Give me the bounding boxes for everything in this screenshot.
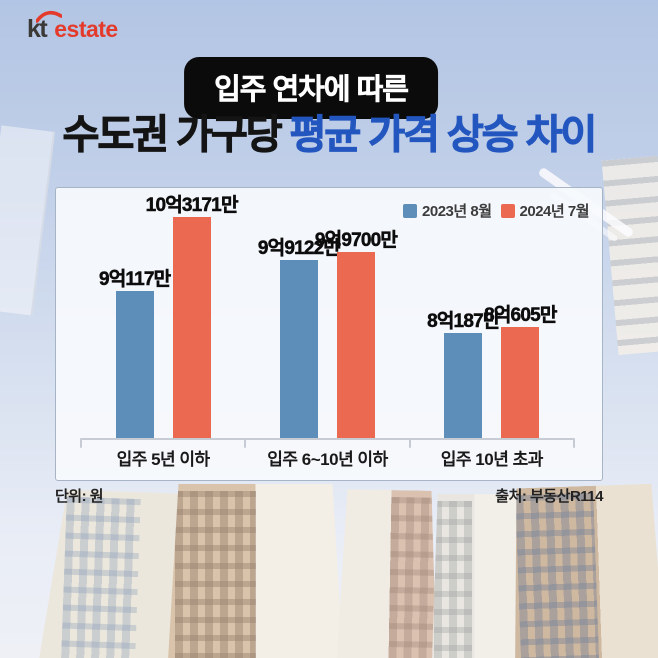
title-blue-part: 평균 가격 상승 차이: [289, 113, 598, 158]
legend-label: 2023년 8월: [422, 203, 492, 220]
apartment-building: [168, 484, 343, 658]
bar-value-label: 8억605만: [484, 305, 558, 327]
legend-color-swatch: [500, 203, 515, 218]
subtitle-badge: 입주 연차에 따른: [184, 57, 438, 119]
building-windows: [61, 496, 141, 658]
building-windows: [389, 497, 436, 658]
bar-series0-cat0: [115, 291, 154, 438]
legend-item-1: 2024년 7월: [500, 200, 590, 221]
building-windows: [515, 493, 599, 658]
legend-item-0: 2023년 8월: [403, 200, 492, 221]
bar-series1-cat1: [337, 252, 375, 438]
legend-label: 2024년 7월: [519, 203, 590, 220]
chart-panel: 2023년 8월 2024년 7월 9억117만 10억3171만 9억9122만 9억…: [55, 187, 603, 481]
apartment-building: [509, 483, 658, 658]
bar-series1-cat2: [501, 327, 540, 438]
source-note: 출처: 부동산R114: [495, 488, 603, 505]
bar-value-label: 9억9122만: [257, 238, 342, 260]
estate-logo-text: estate: [54, 16, 118, 42]
legend-color-swatch: [403, 203, 418, 218]
bar-value-label: 8억187만: [427, 311, 501, 333]
building-edge-right-decor: [601, 155, 658, 356]
chart-legend: 2023년 8월 2024년 7월: [403, 200, 590, 221]
building-windows: [175, 491, 256, 658]
bar-value-label: 9억9700만: [314, 230, 399, 252]
bar-series0-cat1: [280, 260, 318, 438]
bar-value-label: 9억117만: [98, 269, 172, 291]
kt-logo-text: kt: [27, 10, 62, 44]
axis-tick: [408, 438, 411, 448]
apartment-building: [337, 489, 440, 658]
apartment-building: [432, 494, 527, 658]
axis-tick: [80, 438, 82, 448]
bar-series1-cat0: [172, 217, 211, 438]
page-title: 수도권 가구당 평균 가격 상승 차이: [0, 112, 658, 158]
category-label-0: 입주 5년 이하: [116, 450, 211, 469]
category-axis-line: [81, 438, 574, 440]
building-windows: [433, 500, 472, 658]
bar-series0-cat2: [444, 333, 483, 438]
bar-value-label: 10억3171만: [145, 195, 238, 217]
title-black-part: 수도권 가구당: [62, 113, 283, 158]
category-label-1: 입주 6~10년 이하: [267, 450, 388, 469]
axis-tick: [573, 438, 575, 448]
axis-tick: [244, 438, 247, 448]
apartment-skyline: [0, 480, 658, 658]
kt-logo-swoosh-icon: [36, 10, 62, 23]
unit-note: 단위: 원: [55, 488, 104, 505]
kt-estate-logo: kt estate: [27, 10, 118, 44]
category-label-2: 입주 10년 초과: [440, 450, 544, 469]
kt-letters: kt: [27, 15, 48, 43]
